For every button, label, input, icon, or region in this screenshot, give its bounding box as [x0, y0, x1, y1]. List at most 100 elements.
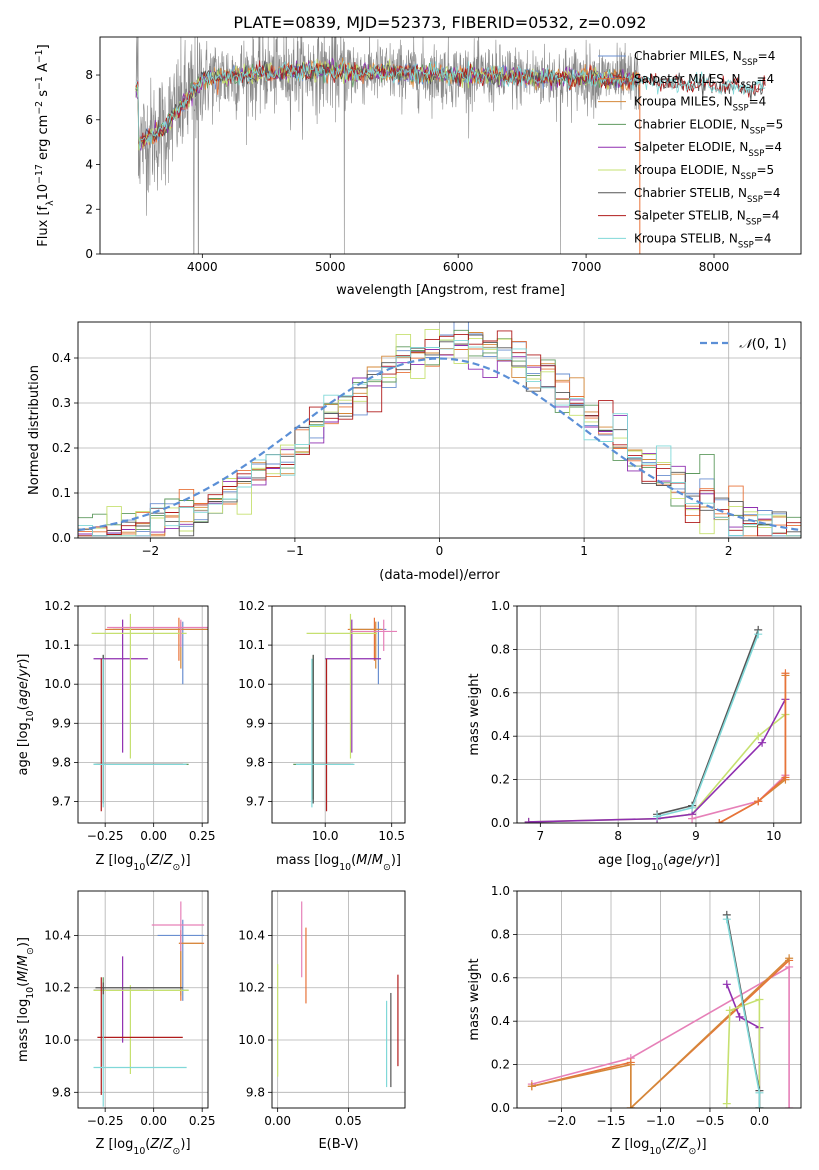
mass-vs-Z-xlabel-part: 10 [133, 1146, 145, 1157]
age-vs-Z-xlabel-part: Z [163, 853, 174, 868]
spectrum-ylabel-part: ] [36, 44, 51, 49]
weight-point-marker [722, 1099, 731, 1108]
weight-vs-Z-xlabel-part: / [675, 1137, 680, 1152]
mass-vs-Z-xtick-label: −0.25 [87, 1114, 124, 1128]
age-vs-mass-xlabel-part: ( [351, 853, 356, 868]
age-vs-Z-xlabel-part: Z [149, 853, 160, 868]
residuals-xtick-label: −2 [141, 544, 159, 558]
weight-series-line [656, 633, 759, 818]
age-vs-Z-errorbars [91, 613, 208, 812]
mass-vs-Z-xlabel-part: ( [145, 1137, 150, 1152]
legend-label-part: =4 [763, 186, 781, 200]
weight-point-marker [626, 1104, 635, 1108]
legend-label-part: =4 [762, 209, 780, 223]
weight-vs-age-ytick-label: 0.4 [491, 729, 510, 743]
weight-point-marker [754, 732, 763, 741]
mass-vs-ebv-ytick-label: 10.0 [238, 1033, 265, 1047]
mass-vs-Z-xlabel-part: ⊙ [173, 1146, 181, 1157]
legend-label-part: =4 [764, 140, 782, 154]
weight-vs-Z-xlabel: Z [log10(Z/Z⊙)] [611, 1137, 706, 1157]
figure-title: PLATE=0839, MJD=52373, FIBERID=0532, z=0… [233, 13, 646, 32]
weight-point-marker [754, 630, 763, 639]
mass-vs-Z-ylabel-part: ( [16, 982, 31, 987]
weight-vs-age-xlabel: age [log10(age/yr)] [598, 853, 720, 873]
residuals-frame [77, 321, 802, 539]
mass-vs-Z-xtick-label: 0.00 [140, 1114, 167, 1128]
weight-point-marker [626, 1060, 635, 1069]
weight-vs-Z-xtick-label: −2.0 [547, 1114, 576, 1128]
weight-point-marker [722, 915, 731, 924]
weight-vs-Z-xlabel-part: Z [log [611, 1137, 649, 1152]
weight-series-line [718, 675, 787, 823]
age-vs-mass-ytick-label: 9.7 [246, 794, 265, 808]
weight-vs-age-ytick-label: 0.8 [491, 642, 510, 656]
age-vs-mass-xtick-label: 10.0 [312, 829, 339, 843]
weight-vs-Z-xtick-label: −1.0 [646, 1114, 675, 1128]
age-vs-Z-xtick-label: 0.25 [189, 829, 216, 843]
weight-point-marker [735, 1012, 744, 1021]
weight-series-line [726, 998, 761, 1108]
age-vs-mass-xlabel-part: M [372, 853, 383, 868]
mass-vs-ebv-frame [271, 890, 406, 1109]
mass-vs-Z-ytick-label: 10.2 [44, 981, 71, 995]
spectrum-ytick-label: 6 [85, 113, 93, 127]
legend-label-part: Chabrier STELIB, N [634, 186, 747, 200]
age-vs-mass-xlabel-part: )] [391, 853, 401, 868]
weight-vs-Z-ytick-label: 0.8 [491, 927, 510, 941]
weight-vs-age-xtick-label: 9 [692, 829, 700, 843]
legend-label-part: SSP [741, 81, 757, 91]
age-vs-mass-ytick-label: 10.2 [238, 599, 265, 613]
mass-vs-Z-ylabel-part: ⊙ [25, 947, 36, 955]
mass-vs-Z-ylabel-part: / [16, 966, 31, 971]
mass-vs-ebv-errorbars [277, 901, 399, 1088]
mass-vs-Z-ylabel-part: M [16, 971, 31, 982]
mass-vs-Z-ytick-label: 9.8 [52, 1085, 71, 1099]
age-vs-Z-axes: −0.25 0.00 0.25 9.7 9.8 9.9 10.0 10.1 10.2 [44, 599, 215, 843]
legend-label-part: SSP [733, 104, 749, 114]
residual-histogram-step [78, 328, 801, 537]
mass-vs-ebv-axes: 0.00 0.05 9.8 10.0 10.2 10.4 [238, 891, 405, 1128]
age-vs-mass-ytick-label: 9.9 [246, 716, 265, 730]
legend-label-part: Kroupa STELIB, N [634, 231, 738, 245]
weight-vs-Z-xtick-label: −0.5 [695, 1114, 724, 1128]
spectrum-xtick-label: 6000 [443, 260, 474, 274]
residuals-ylabel: Normed distribution [27, 365, 42, 495]
weight-vs-age-xlabel-part: )] [710, 853, 720, 868]
legend-label-part: SSP [750, 126, 766, 136]
weight-point-marker [755, 1104, 764, 1108]
mass-vs-Z-ytick-label: 10.0 [44, 1033, 71, 1047]
weight-point-marker [785, 954, 794, 963]
spectrum-xtick-label: 5000 [315, 260, 346, 274]
legend-label: Kroupa ELODIE, NSSP=5 [634, 163, 774, 182]
spectrum-xtick-label: 8000 [699, 260, 730, 274]
spectrum-ylabel-part: s [36, 90, 51, 101]
spectrum-ylabel-part: −2 [34, 101, 45, 115]
weight-vs-Z-xlabel-part: ⊙ [689, 1146, 697, 1157]
weight-series-line [531, 957, 790, 1108]
spectrum-ylabel-part: −1 [34, 76, 45, 90]
residuals-ytick-label: 0.4 [52, 351, 71, 365]
legend-label: Salpeter ELODIE, NSSP=4 [634, 140, 782, 159]
mass-vs-ebv-xtick-label: 0.00 [264, 1114, 291, 1128]
mass-vs-Z-errorbars [93, 901, 205, 1107]
weight-vs-age-axes: 7 8 9 10 0.0 0.2 0.4 0.6 0.8 1.0 [491, 599, 801, 843]
spectrum-frame [99, 36, 802, 255]
legend-label-part: Salpeter MILES, N [634, 72, 741, 86]
age-vs-mass-xtick-label: 10.5 [378, 829, 405, 843]
age-vs-Z-ylabel-part: age [log [16, 722, 31, 775]
mass-vs-Z-xlabel-part: Z [163, 1137, 174, 1152]
spectrum-ytick-label: 8 [85, 68, 93, 82]
model-spectrum-line [135, 58, 640, 151]
residuals-xtick-label: 0 [436, 544, 444, 558]
age-vs-mass-axes: 10.0 10.5 9.7 9.8 9.9 10.0 10.1 10.2 [238, 599, 405, 843]
mass-vs-ebv-xtick-label: 0.05 [335, 1114, 362, 1128]
model-spectrum-line [135, 57, 640, 149]
age-vs-Z-xlabel-part: 10 [133, 862, 145, 873]
legend-label-part: Kroupa ELODIE, N [634, 163, 741, 177]
spectrum-lines [135, 37, 766, 254]
legend-label-part: =5 [756, 163, 774, 177]
weight-vs-Z-xlabel-part: Z [679, 1137, 690, 1152]
mass-vs-Z-xlabel: Z [log10(Z/Z⊙)] [95, 1137, 190, 1157]
weight-point-marker [781, 669, 790, 678]
weight-point-marker [524, 817, 533, 823]
